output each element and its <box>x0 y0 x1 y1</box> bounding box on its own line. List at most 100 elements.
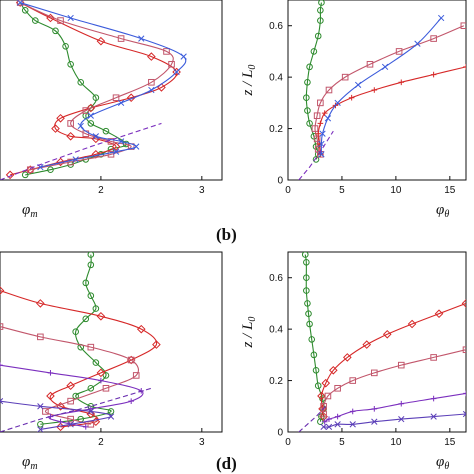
data-point <box>47 166 54 174</box>
series-line <box>0 387 152 432</box>
data-point <box>371 406 378 412</box>
y-tick-label: 0.2 <box>269 124 283 135</box>
data-point <box>37 333 44 341</box>
data-point <box>398 415 405 423</box>
data-point <box>460 22 466 30</box>
series-line <box>0 400 113 430</box>
data-point <box>303 287 310 294</box>
data-point <box>349 421 356 428</box>
data-point <box>36 299 45 308</box>
data-point <box>305 310 312 318</box>
x-tick-label: 5 <box>339 185 345 196</box>
data-point <box>111 142 121 151</box>
data-point <box>397 361 405 369</box>
data-point <box>96 311 106 321</box>
series-line <box>20 2 187 168</box>
x-tick-label: 0 <box>285 185 291 196</box>
x-tick-label: 0 <box>285 437 291 448</box>
data-point <box>313 112 321 120</box>
data-point <box>157 83 166 92</box>
data-point <box>77 122 84 130</box>
data-point <box>132 372 140 379</box>
axes-frame <box>287 0 467 181</box>
data-point <box>133 143 140 150</box>
data-point <box>62 42 69 50</box>
data-point <box>430 354 437 361</box>
data-point <box>320 423 327 431</box>
data-point <box>87 420 95 428</box>
y-axis-label-sub: 0 <box>247 65 258 70</box>
data-point <box>304 300 311 307</box>
data-point <box>102 127 110 135</box>
data-point <box>321 110 328 116</box>
series-line <box>320 17 442 155</box>
data-point <box>127 356 135 364</box>
data-point <box>82 424 89 430</box>
data-point <box>66 381 75 391</box>
data-point <box>462 410 466 418</box>
data-point <box>87 408 94 415</box>
data-point <box>312 366 320 374</box>
data-point <box>67 60 74 68</box>
data-point <box>317 17 324 24</box>
data-point <box>82 315 90 323</box>
data-point <box>72 328 79 336</box>
series-line <box>0 290 158 428</box>
data-point <box>87 384 95 392</box>
data-point <box>319 130 326 137</box>
data-point <box>308 336 316 343</box>
data-point <box>317 6 324 14</box>
data-point <box>102 372 110 379</box>
data-point <box>463 64 466 70</box>
data-point <box>381 63 389 71</box>
series-line <box>9 2 178 176</box>
data-point <box>317 99 324 107</box>
data-point <box>325 86 333 94</box>
data-point <box>310 351 318 359</box>
y-tick-label: 0.6 <box>269 273 283 284</box>
y-tick-label: 0.6 <box>269 21 283 32</box>
x-axis-label-sub: m <box>30 209 37 220</box>
data-point <box>67 415 74 423</box>
data-point <box>366 60 374 68</box>
data-point <box>310 48 318 55</box>
data-point <box>87 261 95 269</box>
series-line <box>324 392 466 423</box>
data-point <box>311 125 319 132</box>
data-point <box>46 391 55 401</box>
data-point <box>461 299 466 308</box>
data-point <box>56 113 65 123</box>
x-tick-label: 2 <box>98 185 104 196</box>
panel-c: 2 3 φm <box>0 251 223 472</box>
data-point <box>334 413 341 420</box>
panel-b: 0 5 10 15 0 0.2 0.4 0.6 φθ z / L0 <box>240 0 467 220</box>
data-point <box>148 78 155 86</box>
data-point <box>92 305 100 312</box>
data-point <box>92 94 100 102</box>
data-point <box>430 395 437 402</box>
data-point <box>306 320 313 328</box>
data-point <box>67 14 74 22</box>
x-tick-label: 15 <box>444 185 456 196</box>
data-point <box>56 157 65 167</box>
data-point <box>334 99 341 107</box>
x-axis-label-sub: θ <box>444 209 449 220</box>
data-point <box>66 131 75 141</box>
data-point <box>334 384 341 392</box>
series-line <box>320 302 466 417</box>
data-point <box>67 397 74 405</box>
data-point <box>430 413 437 420</box>
series-group <box>0 0 187 180</box>
x-axis-label-sub: m <box>30 461 37 472</box>
y-axis-label: z / L0 <box>240 65 258 97</box>
data-point <box>98 377 104 384</box>
data-point <box>136 324 146 334</box>
data-point <box>334 421 341 428</box>
data-point <box>312 156 320 163</box>
data-point <box>147 52 156 61</box>
data-point <box>306 120 313 127</box>
data-point <box>180 53 187 60</box>
series-line <box>298 130 334 180</box>
data-point <box>168 60 175 68</box>
